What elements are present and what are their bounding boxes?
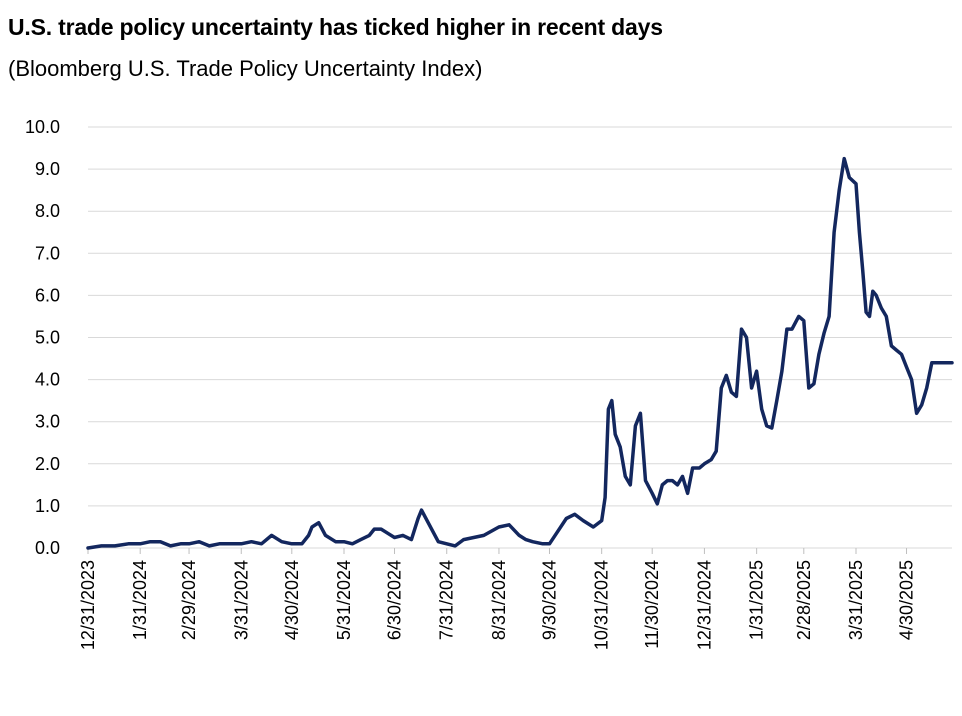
chart-title: U.S. trade policy uncertainty has ticked… (8, 14, 663, 40)
x-tick-label: 1/31/2025 (747, 560, 767, 640)
x-tick-label: 6/30/2024 (385, 560, 405, 640)
y-tick-label: 3.0 (35, 412, 60, 432)
x-tick-label: 12/31/2024 (694, 560, 714, 650)
x-tick-label: 4/30/2024 (282, 560, 302, 640)
y-axis-ticks: 0.0 1.0 2.0 3.0 4.0 5.0 6.0 7.0 8.0 9.0 10.0 (25, 117, 60, 558)
x-tick-label: 8/31/2024 (489, 560, 509, 640)
y-tick-label: 9.0 (35, 159, 60, 179)
x-tick-label: 2/29/2024 (179, 560, 199, 640)
x-tick-label: 7/31/2024 (437, 560, 457, 640)
x-tick-label: 2/28/2025 (794, 560, 814, 640)
y-tick-label: 8.0 (35, 201, 60, 221)
y-tick-label: 6.0 (35, 285, 60, 305)
y-tick-label: 10.0 (25, 117, 60, 137)
y-tick-label: 7.0 (35, 243, 60, 263)
y-tick-label: 4.0 (35, 370, 60, 390)
y-tick-label: 5.0 (35, 328, 60, 348)
y-tick-label: 1.0 (35, 496, 60, 516)
x-tick-label: 4/30/2025 (897, 560, 917, 640)
x-tick-label: 11/30/2024 (642, 560, 662, 649)
y-tick-label: 2.0 (35, 454, 60, 474)
x-tick-label: 5/31/2024 (334, 560, 354, 640)
x-axis-ticks: 12/31/2023 1/31/2024 2/29/2024 3/31/2024 4/3… (78, 548, 917, 650)
series-line (86, 156, 954, 550)
x-tick-label: 3/31/2025 (846, 560, 866, 640)
x-tick-label: 9/30/2024 (539, 560, 559, 640)
y-tick-label: 0.0 (35, 538, 60, 558)
chart-subtitle: (Bloomberg U.S. Trade Policy Uncertainty… (8, 56, 483, 81)
x-tick-label: 12/31/2023 (78, 560, 98, 650)
plot-area (86, 156, 954, 550)
x-tick-label: 10/31/2024 (592, 560, 612, 650)
x-tick-label: 1/31/2024 (130, 560, 150, 640)
x-tick-label: 3/31/2024 (231, 560, 251, 640)
